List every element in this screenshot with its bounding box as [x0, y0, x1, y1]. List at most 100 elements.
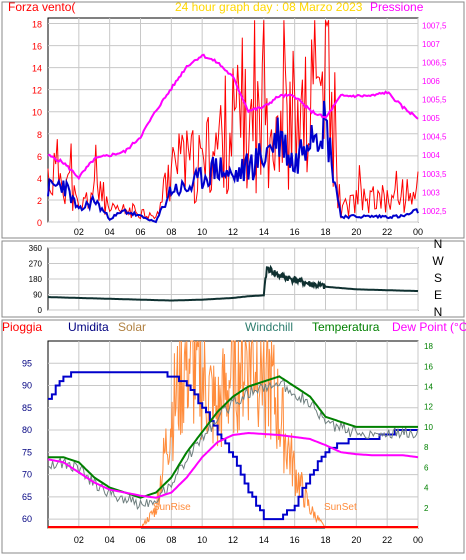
temp-y-tick-label: 16 — [424, 362, 433, 371]
wind-average-line — [47, 100, 419, 224]
temp-y-tick-label: 18 — [424, 342, 433, 351]
pressure-y-tick-label: 1004 — [422, 151, 440, 160]
wind-x-tick-label: 14 — [259, 227, 269, 237]
temp-humidity-plot: 60 65 70 75 80 85 90 95 2 4 6 8 10 12 14 16 18 02 04 06 08… — [22, 339, 433, 545]
dewpoint-line — [47, 431, 419, 499]
humidity-y-tick-label: 65 — [22, 492, 32, 502]
temp-series — [47, 339, 419, 529]
wind-x-tick-label: 20 — [351, 227, 361, 237]
wind-x-tick-label: 08 — [166, 227, 176, 237]
wind-y-tick-label: 18 — [32, 20, 42, 30]
temp-x-tick-label: 06 — [135, 535, 145, 545]
wind-y-tick-label: 10 — [32, 108, 42, 118]
wind-y-tick-label: 8 — [37, 130, 42, 140]
pressure-y-tick-label: 1005,5 — [422, 96, 447, 105]
direction-y-tick-label: 270 — [29, 260, 43, 269]
pressure-axis-label: Pressione — [370, 0, 424, 14]
humidity-y-tick-label: 75 — [22, 447, 32, 457]
legend-label: Umidita — [68, 320, 109, 334]
pressure-y-tick-label: 1007,5 — [422, 21, 447, 30]
direction-grid — [48, 247, 419, 311]
temp-x-tick-label: 02 — [74, 535, 84, 545]
direction-y-tick-label: 0 — [38, 306, 43, 315]
temperature-line — [48, 375, 418, 499]
wind-x-tick-label: 16 — [290, 227, 300, 237]
wind-axis-label: Forza vento( — [8, 0, 75, 14]
legend-label: Solar — [118, 320, 146, 334]
compass-label: E — [434, 288, 442, 302]
humidity-y-tick-label: 70 — [22, 470, 32, 480]
bottom-legend: Pioggia Umidita Solar Windchill Temperatura D… — [2, 320, 466, 334]
wind-y-tick-label: 12 — [32, 86, 42, 96]
chart-title: 24 hour graph day : 08 Marzo 2023 — [175, 0, 363, 14]
temp-x-tick-label: 20 — [351, 535, 361, 545]
direction-series — [48, 264, 419, 302]
wind-y-tick-label: 0 — [37, 218, 42, 228]
pressure-line — [47, 53, 419, 181]
wind-x-tick-label: 02 — [74, 227, 84, 237]
direction-y-tick-label: 360 — [29, 244, 43, 253]
wind-x-tick-label: 18 — [320, 227, 330, 237]
temp-x-tick-label: 16 — [290, 535, 300, 545]
temp-x-tick-label: 12 — [228, 535, 238, 545]
temp-x-tick-label: 14 — [259, 535, 269, 545]
temp-y-tick-label: 14 — [424, 382, 433, 391]
temp-x-tick-label: 04 — [105, 535, 115, 545]
compass-label: N — [434, 237, 443, 251]
wind-y-tick-label: 16 — [32, 42, 42, 52]
pressure-y-tick-label: 1003,5 — [422, 170, 447, 179]
humidity-y-ticks: 60 65 70 75 80 85 90 95 — [22, 358, 32, 524]
direction-y-ticks: 360 270 180 90 0 — [29, 244, 43, 315]
temp-y-tick-label: 12 — [424, 403, 433, 412]
temp-y-tick-label: 8 — [424, 443, 429, 452]
wind-x-ticks: 02 04 06 08 10 12 14 16 18 20 22 00 — [74, 227, 423, 237]
legend-label: Dew Point (°C) — [392, 320, 466, 334]
temp-x-tick-label: 22 — [382, 535, 392, 545]
sunrise-label: SunRise — [153, 502, 191, 513]
wind-x-tick-label: 00 — [413, 227, 423, 237]
pressure-y-tick-label: 1005 — [422, 114, 440, 123]
wind-y-ticks: 0 2 4 6 8 10 12 14 16 18 — [32, 20, 42, 228]
pressure-y-tick-label: 1004,5 — [422, 133, 447, 142]
humidity-y-tick-label: 80 — [22, 425, 32, 435]
wind-gust-line — [47, 20, 419, 220]
temp-x-tick-label: 18 — [320, 535, 330, 545]
pressure-y-tick-label: 1006,5 — [422, 59, 447, 68]
pressure-y-tick-label: 1002,5 — [422, 207, 447, 216]
temp-x-tick-label: 08 — [166, 535, 176, 545]
wind-y-tick-label: 14 — [32, 64, 42, 74]
sunset-label: SunSet — [324, 502, 357, 513]
wind-x-tick-label: 10 — [197, 227, 207, 237]
wind-y-tick-label: 2 — [37, 196, 42, 206]
wind-y-tick-label: 6 — [37, 152, 42, 162]
temp-y-tick-label: 2 — [424, 504, 429, 513]
temp-y-tick-label: 10 — [424, 423, 433, 432]
compass-label: S — [434, 271, 442, 285]
temp-y-tick-label: 4 — [424, 484, 429, 493]
wind-x-tick-label: 04 — [105, 227, 115, 237]
compass-label: W — [432, 254, 444, 268]
pressure-y-tick-label: 1007 — [422, 40, 440, 49]
pressure-y-tick-label: 1006 — [422, 77, 440, 86]
legend-label: Pioggia — [2, 320, 42, 334]
legend-label: Temperatura — [312, 320, 380, 334]
temp-y-ticks: 2 4 6 8 10 12 14 16 18 — [424, 342, 433, 513]
direction-y-tick-label: 180 — [29, 275, 43, 284]
direction-y-tick-label: 90 — [33, 291, 42, 300]
humidity-y-tick-label: 60 — [22, 514, 32, 524]
pressure-y-tick-label: 1003 — [422, 188, 440, 197]
temp-y-tick-label: 6 — [424, 463, 429, 472]
humidity-y-tick-label: 85 — [22, 403, 32, 413]
temp-x-ticks: 02 04 06 08 10 12 14 16 18 20 22 00 — [74, 535, 423, 545]
pressure-y-ticks: 1002,5 1003 1003,5 1004 1004,5 1005 1005,5 1006… — [422, 21, 447, 215]
wind-x-tick-label: 12 — [228, 227, 238, 237]
direction-line — [48, 264, 419, 302]
temp-x-tick-label: 10 — [197, 535, 207, 545]
temp-x-tick-label: 00 — [413, 535, 423, 545]
